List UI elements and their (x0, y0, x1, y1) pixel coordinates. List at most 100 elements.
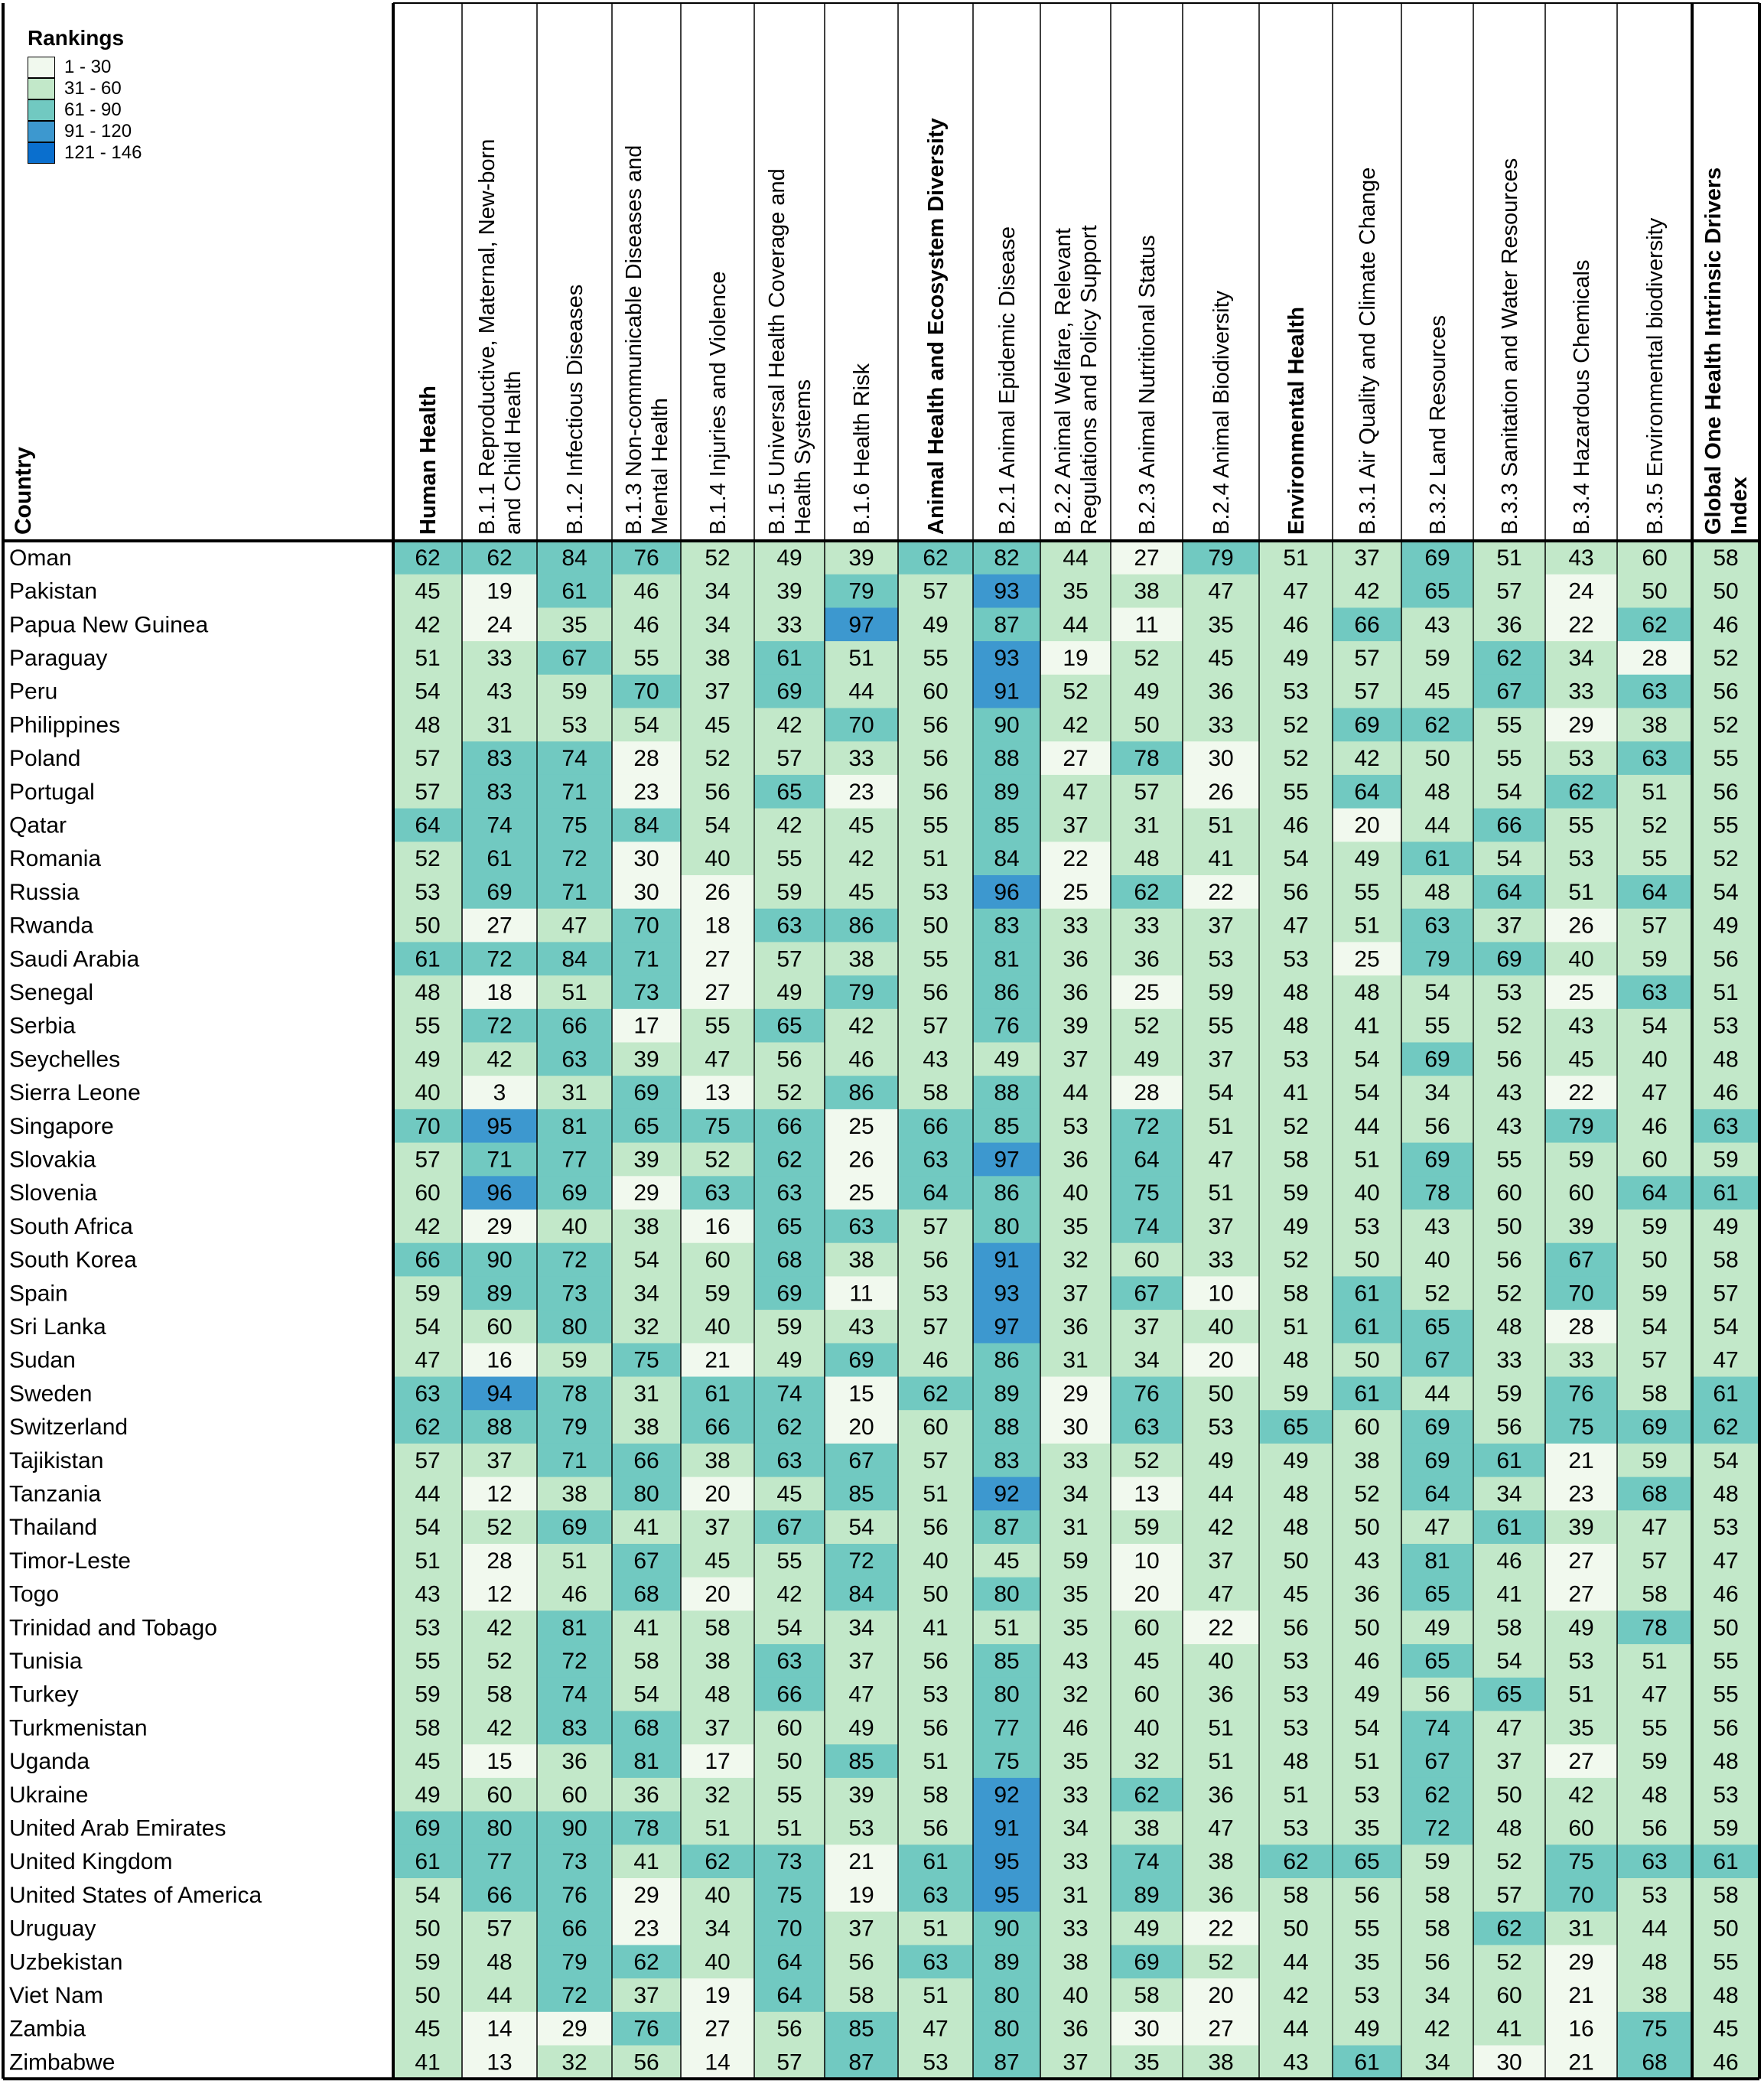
heatmap-cell (612, 1945, 681, 1979)
cell-value: 47 (1713, 1548, 1738, 1574)
heatmap-cell (898, 1343, 973, 1377)
cell-value: 42 (1424, 2017, 1450, 2042)
column-header: B.2.4 Animal Biodiversity (1209, 290, 1234, 535)
cell-value: 48 (1134, 846, 1159, 871)
heatmap-cell (1401, 1577, 1473, 1611)
cell-value: 43 (1568, 1014, 1593, 1039)
cell-value: 83 (487, 746, 512, 771)
heatmap-cell (537, 1844, 612, 1879)
column-header: Global One Health Intrinsic Drivers (1701, 168, 1726, 535)
heatmap-cell (462, 741, 537, 776)
heatmap-cell (1333, 674, 1401, 708)
cell-value: 55 (1208, 1014, 1233, 1039)
cell-value: 57 (1496, 1883, 1522, 1908)
cell-value: 12 (487, 1481, 512, 1506)
heatmap-cell (1259, 1510, 1333, 1545)
cell-value: 23 (1568, 1481, 1593, 1506)
heatmap-cell (898, 741, 973, 776)
heatmap-cell (1692, 1544, 1759, 1578)
cell-value: 42 (1354, 579, 1379, 604)
cell-value: 26 (1208, 780, 1233, 805)
heatmap-cell (825, 975, 898, 1010)
cell-value: 37 (1208, 1548, 1233, 1574)
cell-value: 41 (1208, 846, 1233, 871)
cell-value: 20 (1208, 1348, 1233, 1373)
heatmap-cell (754, 1644, 825, 1678)
heatmap-cell (462, 1911, 537, 1945)
cell-value: 67 (1568, 1248, 1593, 1273)
cell-value: 79 (848, 980, 874, 1005)
heatmap-cell (1473, 908, 1545, 943)
cell-value: 51 (1713, 980, 1738, 1005)
heatmap-cell (1259, 1811, 1333, 1845)
heatmap-cell (462, 1945, 537, 1979)
heatmap-cell (1111, 1410, 1183, 1444)
heatmap-cell (612, 774, 681, 809)
cell-value: 60 (1496, 1983, 1522, 2008)
cell-value: 41 (1496, 2017, 1522, 2042)
cell-value: 69 (633, 1080, 659, 1105)
heatmap-cell (1692, 1008, 1759, 1043)
heatmap-cell (393, 1744, 462, 1779)
column-header: Animal Health and Ecosystem Diversity (924, 118, 949, 535)
cell-value: 39 (848, 545, 874, 571)
cell-value: 69 (1642, 1415, 1667, 1440)
heatmap-cell (1259, 708, 1333, 742)
cell-value: 83 (487, 780, 512, 805)
cell-value: 31 (633, 1381, 659, 1406)
heatmap-cell (1040, 1911, 1111, 1945)
heatmap-cell (973, 842, 1040, 876)
legend-label: 91 - 120 (64, 121, 132, 142)
cell-value: 32 (633, 1314, 659, 1340)
cell-value: 75 (1134, 1180, 1159, 1206)
cell-value: 51 (1283, 1314, 1308, 1340)
heatmap-cell (537, 641, 612, 676)
cell-value: 52 (705, 746, 730, 771)
cell-value: 77 (487, 1849, 512, 1874)
cell-value: 13 (1134, 1481, 1159, 1506)
cell-value: 62 (923, 545, 948, 571)
heatmap-cell (1333, 1343, 1401, 1377)
heatmap-cell (1692, 1510, 1759, 1545)
heatmap-cell (754, 1443, 825, 1478)
cell-value: 56 (1713, 780, 1738, 805)
heatmap-cell (1040, 1343, 1111, 1377)
cell-value: 54 (415, 679, 440, 705)
cell-value: 78 (1642, 1615, 1667, 1640)
heatmap-cell (1545, 641, 1617, 676)
heatmap-cell (612, 1911, 681, 1945)
legend-swatch (28, 78, 55, 99)
heatmap-cell (681, 975, 754, 1010)
cell-value: 51 (1208, 1749, 1233, 1774)
heatmap-cell (1692, 1343, 1759, 1377)
cell-value: 34 (1424, 1080, 1450, 1105)
heatmap-cell (1473, 708, 1545, 742)
cell-value: 54 (1354, 1715, 1379, 1740)
cell-value: 72 (1424, 1815, 1450, 1841)
heatmap-cell (1401, 1945, 1473, 1979)
cell-value: 69 (415, 1815, 440, 1841)
cell-value: 37 (705, 679, 730, 705)
cell-value: 38 (705, 646, 730, 671)
heatmap-cell (754, 1310, 825, 1344)
heatmap-cell (462, 1008, 537, 1043)
cell-value: 63 (1642, 1849, 1667, 1874)
cell-value: 59 (1568, 1147, 1593, 1172)
heatmap-cell (1545, 1276, 1617, 1310)
cell-value: 38 (1063, 1949, 1088, 1975)
heatmap-cell (1545, 1945, 1617, 1979)
cell-value: 49 (1568, 1615, 1593, 1640)
row-label: Poland (9, 746, 80, 771)
cell-value: 65 (776, 780, 802, 805)
cell-value: 52 (1713, 646, 1738, 671)
cell-value: 61 (561, 579, 587, 604)
row-label: Slovakia (9, 1147, 96, 1172)
row-label: Thailand (9, 1515, 97, 1540)
heatmap-cell (898, 1978, 973, 2013)
cell-value: 53 (923, 880, 948, 905)
cell-value: 35 (1354, 1949, 1379, 1975)
heatmap-cell (1545, 1310, 1617, 1344)
heatmap-cell (1545, 1677, 1617, 1711)
cell-value: 52 (1496, 1949, 1522, 1975)
heatmap-cell (462, 1343, 537, 1377)
